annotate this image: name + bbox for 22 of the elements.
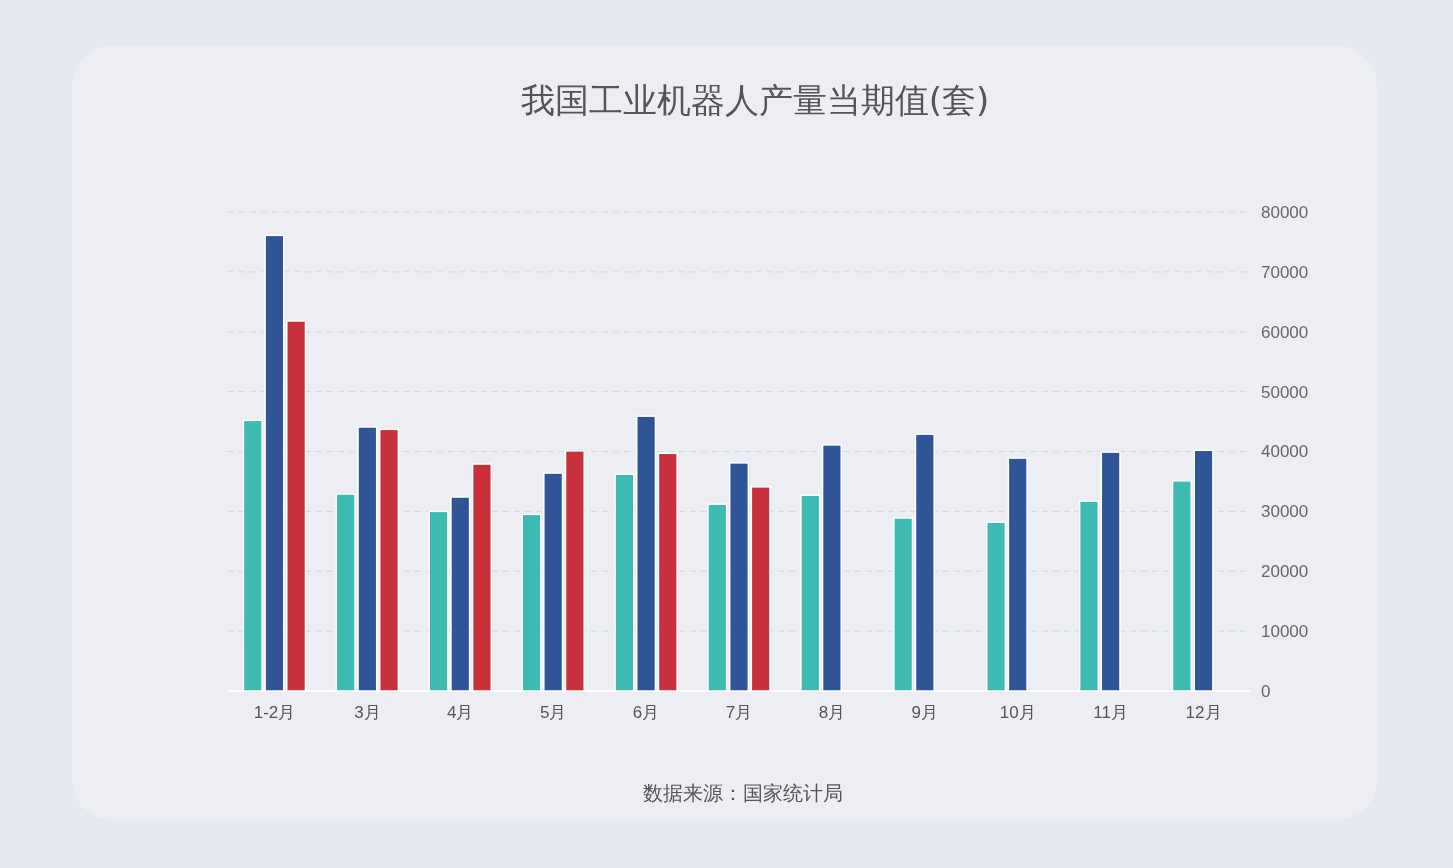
y-tick-label: 30000: [1261, 502, 1309, 522]
y-tick-label: 40000: [1261, 442, 1309, 462]
y-tick-label: 70000: [1261, 262, 1309, 282]
y-tick-label: 10000: [1261, 622, 1309, 642]
x-tick-label: 12月: [1185, 702, 1222, 722]
source-note: 数据来源：国家统计局: [643, 781, 843, 805]
y-tick-label: 0: [1261, 681, 1271, 701]
y-tick-label: 80000: [1261, 202, 1309, 222]
y-tick-label: 50000: [1261, 382, 1309, 402]
x-tick-label: 10月: [999, 702, 1036, 722]
x-tick-label: 7月: [725, 702, 753, 722]
x-tick-label: 6月: [632, 702, 660, 722]
x-tick-label: 11月: [1093, 702, 1128, 722]
x-tick-label: 1-2月: [253, 702, 296, 722]
y-tick-label: 20000: [1261, 562, 1309, 582]
x-tick-label: 9月: [911, 702, 939, 722]
chart-title: 我国工业机器人产量当期值(套): [520, 80, 990, 120]
x-tick-label: 8月: [818, 702, 846, 722]
x-tick-label: 4月: [447, 702, 474, 722]
x-tick-label: 3月: [354, 702, 381, 722]
y-tick-label: 60000: [1261, 322, 1309, 342]
x-tick-label: 5月: [539, 702, 567, 722]
